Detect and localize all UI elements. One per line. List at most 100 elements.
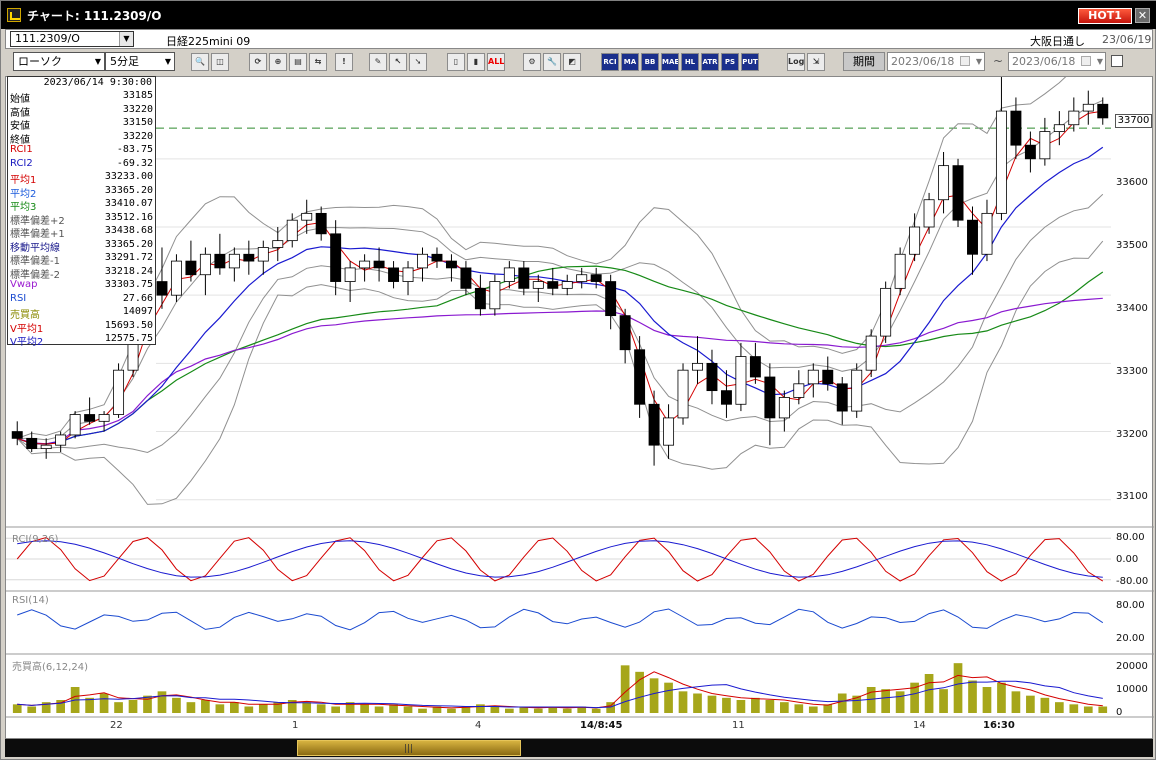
candle-body [648, 403, 660, 446]
hot-button[interactable]: HOT1 [1078, 8, 1132, 24]
period-button[interactable]: 期間 [843, 52, 885, 71]
mae-icon[interactable]: MAE [661, 53, 679, 71]
zoom-icon[interactable]: 🔍 [191, 53, 209, 71]
chart-type-value: ローソク [18, 55, 62, 68]
rsi-title: RSI(14) [12, 595, 49, 606]
candle-body [40, 444, 52, 449]
ps-icon[interactable]: PS [721, 53, 739, 71]
alert-icon[interactable]: ! [335, 53, 353, 71]
level-tick: 80.00 [1116, 532, 1145, 543]
symbol-input[interactable]: 111.2309/O ▼ [10, 31, 134, 47]
wrench-icon[interactable]: 🔧 [543, 53, 561, 71]
pencil-icon[interactable]: ✎ [369, 53, 387, 71]
candle-body [778, 397, 790, 419]
export-icon[interactable]: ⇲ [807, 53, 825, 71]
date-to-field[interactable]: 2023/06/18 ▼ [1008, 52, 1106, 71]
arrow-icon[interactable]: ➘ [409, 53, 427, 71]
candle-body [576, 274, 588, 282]
chevron-down-icon[interactable]: ▼ [1096, 57, 1103, 66]
ma-icon[interactable]: MA [621, 53, 639, 71]
candle-body [749, 356, 761, 378]
chevron-down-icon[interactable]: ▼ [975, 57, 982, 66]
vol-ma1-line [17, 671, 1103, 709]
time-scrollbar[interactable]: ||| [5, 739, 1153, 757]
close-icon[interactable]: ✕ [1135, 8, 1150, 23]
pair-icon[interactable]: ⇆ [309, 53, 327, 71]
volume-bar [606, 702, 615, 713]
volume-bar [1026, 695, 1035, 713]
info-label: RCI1 [10, 144, 33, 155]
volume-bar [403, 706, 413, 713]
atr-icon[interactable]: ATR [701, 53, 719, 71]
candle-body [619, 315, 631, 351]
chart-canvas[interactable] [6, 77, 1154, 740]
candle-body [851, 369, 863, 412]
candle-body [388, 267, 400, 282]
volume-bar [230, 702, 239, 713]
candle-body [11, 431, 23, 439]
candle-body [460, 267, 472, 289]
cursor-icon[interactable]: ↖ [389, 53, 407, 71]
candle-body [199, 253, 211, 276]
info-value: 14097 [122, 306, 153, 317]
settings-icon[interactable]: ⚙ [523, 53, 541, 71]
level-tick: 0 [1116, 707, 1123, 718]
candle-body [938, 165, 950, 201]
hl-icon[interactable]: HL [681, 53, 699, 71]
volume-bar [1083, 706, 1093, 713]
chart-type-select[interactable]: ローソク ▼ [13, 52, 105, 71]
candle-icon[interactable]: ▯ [447, 53, 465, 71]
info-label: 平均3 [10, 202, 37, 213]
level-tick: 0.00 [1116, 554, 1139, 565]
volume-bar [215, 704, 225, 713]
time-tick: 22 [110, 720, 123, 731]
log-icon[interactable]: Log [787, 53, 805, 71]
candle-body [561, 281, 573, 289]
info-label: 売買高 [10, 310, 40, 321]
volume-bar [1040, 697, 1050, 713]
scrollbar-thumb[interactable]: ||| [297, 740, 521, 756]
option-checkbox[interactable] [1111, 55, 1123, 67]
bb-icon[interactable]: BB [641, 53, 659, 71]
volume-bar [12, 704, 22, 713]
candle-body [634, 349, 646, 405]
ma1-line [17, 110, 1103, 445]
volume-bar [823, 704, 833, 713]
chevron-down-icon[interactable]: ▼ [119, 32, 133, 46]
info-row: 標準偏差+2 33512.16 [10, 212, 153, 227]
chart-bar-icon[interactable]: ▤ [289, 53, 307, 71]
candle-body [547, 281, 559, 289]
info-row: 移動平均線 33365.20 [10, 239, 153, 254]
candle-body [445, 260, 457, 269]
candle-body [952, 165, 964, 221]
info-value: 33220 [122, 103, 153, 115]
candle-body [214, 253, 226, 269]
interval-select[interactable]: 5分足 ▼ [105, 52, 175, 71]
window-title: チャート: 111.2309/O [27, 9, 162, 23]
candle-body [373, 260, 385, 269]
date-from-field[interactable]: 2023/06/18 ▼ [887, 52, 985, 71]
volume-bar [548, 706, 558, 713]
candle2-icon[interactable]: ▮ [467, 53, 485, 71]
volume-bar [591, 708, 601, 713]
calendar-icon[interactable] [960, 56, 970, 66]
volume-bar [939, 689, 948, 713]
level-tick: 20.00 [1116, 633, 1145, 644]
color-icon[interactable]: ◩ [563, 53, 581, 71]
candle-body [1039, 131, 1051, 160]
volume-bar [447, 708, 456, 713]
rci-icon[interactable]: RCI [601, 53, 619, 71]
candle-body [995, 110, 1007, 214]
put-icon[interactable]: PUT [741, 53, 759, 71]
volume-bar [751, 697, 760, 713]
chart-area[interactable]: 2023/06/14 9:30:00 始値 33185 高値 33220 安値 33150… [5, 76, 1154, 740]
zoom-in-icon[interactable]: ⊕ [269, 53, 287, 71]
split-icon[interactable]: ◫ [211, 53, 229, 71]
ma3-line [17, 265, 1104, 445]
candle-body [301, 212, 313, 221]
refresh-icon[interactable]: ⟳ [249, 53, 267, 71]
all-icon[interactable]: ALL [487, 53, 505, 71]
calendar-icon[interactable] [1081, 56, 1091, 66]
volume-bar [968, 680, 977, 713]
